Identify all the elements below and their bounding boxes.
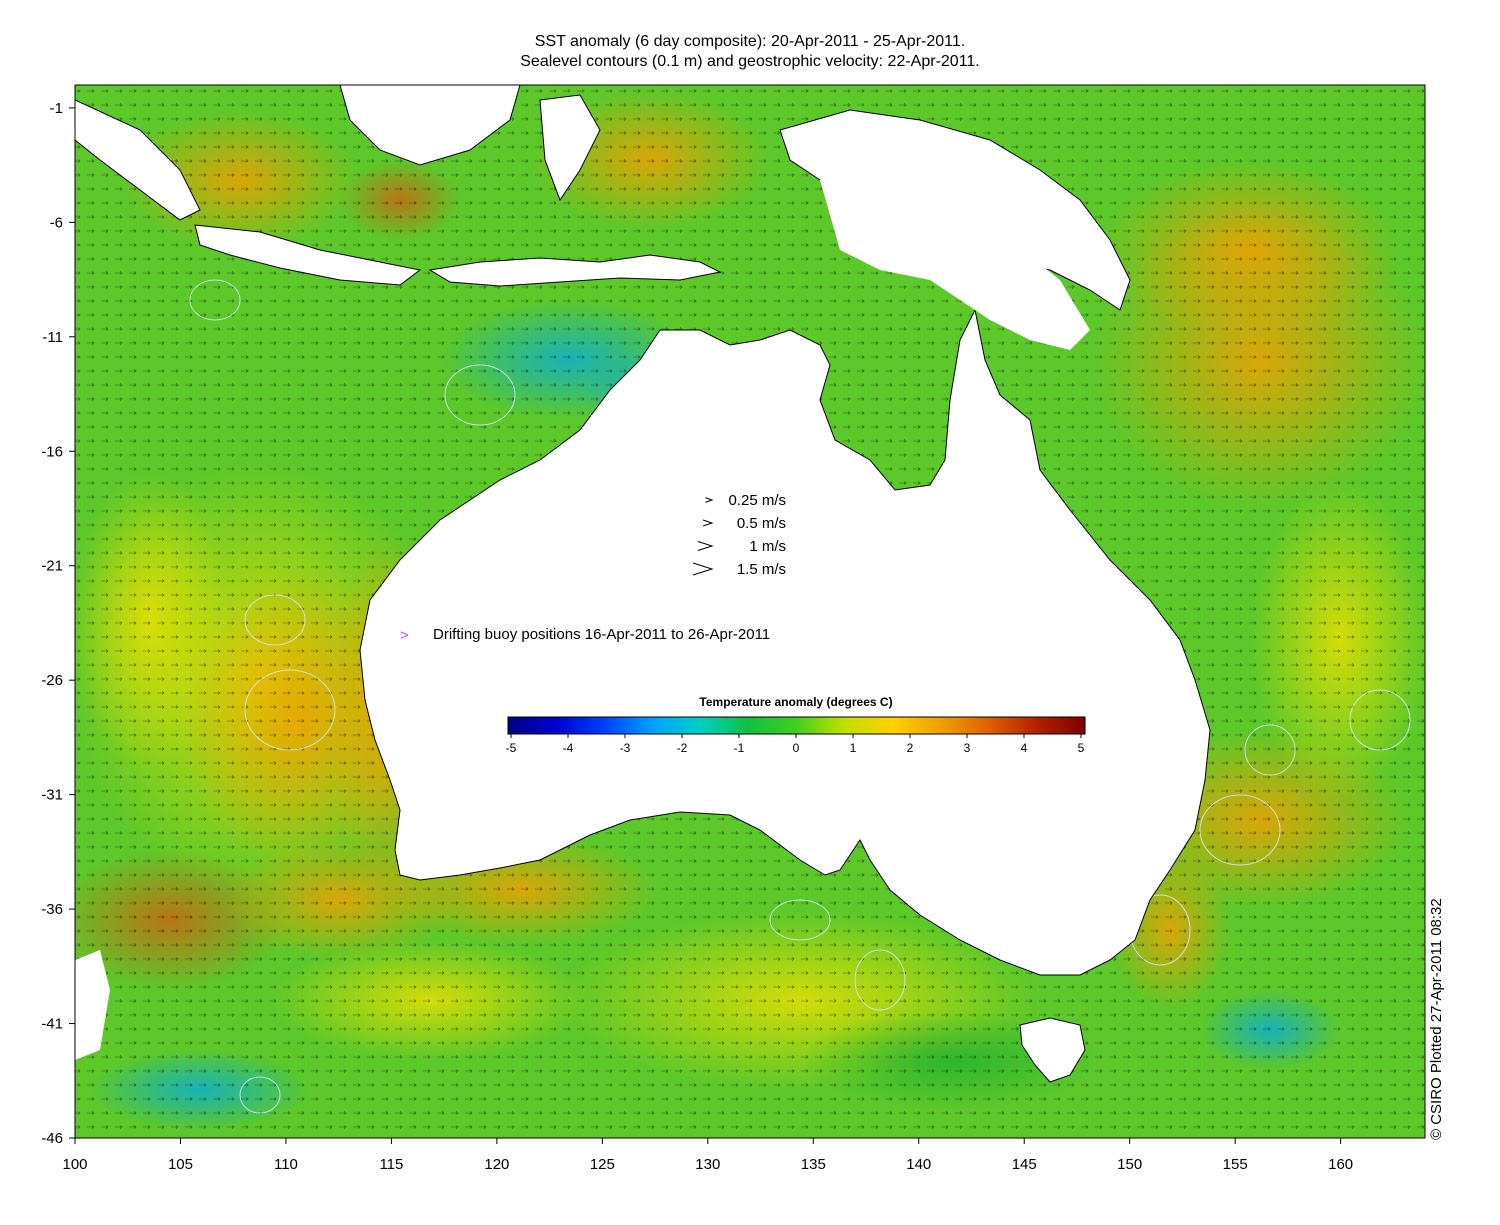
no-data-west — [75, 950, 110, 1060]
colorbar-tick-label: -5 — [506, 741, 517, 755]
colorbar-tick-label: -1 — [734, 741, 745, 755]
borneo-landmass — [339, 85, 521, 166]
australia-landmass — [359, 308, 1211, 976]
y-axis: -1 -6 -11 -16 -21 -26 -31 -36 -41 -46 — [41, 100, 75, 1147]
colorbar-tick-label: 4 — [1021, 741, 1028, 755]
x-tick-label: 155 — [1223, 1156, 1248, 1173]
y-tick-label: -11 — [42, 329, 63, 346]
colorbar-ticks: -5 -4 -3 -2 -1 0 1 2 3 4 5 — [506, 734, 1085, 755]
colorbar-tick-label: 2 — [907, 741, 914, 755]
x-tick-label: 115 — [379, 1156, 403, 1173]
x-tick-label: 125 — [590, 1156, 615, 1173]
no-data-north — [820, 165, 1090, 350]
map-title-line-1: SST anomaly (6 day composite): 20-Apr-20… — [534, 33, 966, 50]
velocity-arrow-icon — [692, 562, 714, 576]
velocity-legend-label: 1.5 m/s — [737, 561, 786, 578]
sst-field — [75, 85, 1425, 1138]
y-tick-label: -1 — [50, 100, 63, 117]
velocity-legend: 0.25 m/s 0.5 m/s 1 m/s 1.5 m/s — [692, 492, 786, 578]
tasmania-landmass — [1019, 1017, 1086, 1083]
velocity-legend-label: 0.5 m/s — [737, 515, 786, 532]
colorbar-tick-label: 0 — [793, 741, 800, 755]
colorbar-tick-label: 3 — [964, 741, 971, 755]
map-frame — [74, 84, 1426, 1139]
x-axis: 100 105 110 115 120 125 130 135 140 145 150 155 160 — [62, 1138, 1353, 1173]
velocity-legend-label: 0.25 m/s — [728, 492, 786, 509]
x-tick-label: 160 — [1328, 1156, 1353, 1173]
buoy-legend: > Drifting buoy positions 16-Apr-2011 to… — [400, 626, 770, 644]
colorbar: Temperature anomaly (degrees C) -5 -4 -3 -2… — [506, 695, 1086, 755]
y-tick-label: -46 — [41, 1130, 63, 1147]
y-tick-label: -6 — [50, 214, 63, 231]
colorbar-tick-label: -2 — [677, 741, 688, 755]
colorbar-title: Temperature anomaly (degrees C) — [699, 695, 892, 709]
x-tick-label: 140 — [906, 1156, 931, 1173]
y-tick-label: -41 — [41, 1016, 63, 1033]
sumatra-landmass — [75, 99, 201, 221]
y-tick-label: -16 — [41, 443, 63, 460]
x-tick-label: 145 — [1012, 1156, 1037, 1173]
credit-text: © CSIRO Plotted 27-Apr-2011 08:32 — [1428, 898, 1445, 1140]
x-tick-label: 150 — [1117, 1156, 1142, 1173]
x-tick-label: 120 — [484, 1156, 509, 1173]
y-tick-label: -26 — [41, 672, 63, 689]
indonesia-islands — [428, 254, 722, 287]
x-tick-label: 110 — [274, 1156, 298, 1173]
java-landmass — [194, 224, 422, 286]
x-tick-label: 100 — [62, 1156, 87, 1173]
sealevel-contours — [189, 279, 1411, 1114]
velocity-legend-label: 1 m/s — [749, 538, 786, 555]
land-masses — [75, 85, 1211, 1083]
sulawesi-landmass — [539, 94, 601, 202]
map-title-line-2: Sealevel contours (0.1 m) and geostrophi… — [520, 53, 980, 70]
velocity-arrow-icon — [705, 497, 714, 503]
y-tick-label: -31 — [41, 787, 63, 804]
colorbar-tick-label: 1 — [850, 741, 857, 755]
y-tick-label: -21 — [41, 558, 63, 575]
buoy-marker-icon: > — [400, 627, 409, 644]
velocity-arrow-icon — [702, 519, 714, 527]
velocity-arrow-icon — [697, 541, 714, 551]
buoy-legend-label: Drifting buoy positions 16-Apr-2011 to 2… — [433, 626, 770, 643]
x-tick-label: 130 — [695, 1156, 720, 1173]
colorbar-tick-label: 5 — [1078, 741, 1085, 755]
y-tick-label: -36 — [41, 901, 63, 918]
x-tick-label: 105 — [168, 1156, 193, 1173]
x-tick-label: 135 — [801, 1156, 826, 1173]
colorbar-bar — [507, 716, 1086, 735]
colorbar-tick-label: -4 — [563, 741, 574, 755]
colorbar-tick-label: -3 — [620, 741, 631, 755]
